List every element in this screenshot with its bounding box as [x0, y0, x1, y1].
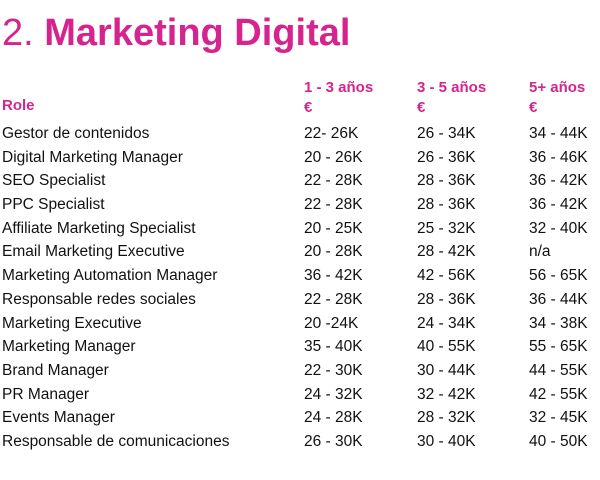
salary-3-5-cell: 30 - 44K: [417, 361, 476, 379]
table-row: PR Manager 24 - 32K 32 - 42K 42 - 55K: [0, 383, 600, 407]
salary-5-plus-cell: 44 - 55K: [529, 361, 588, 379]
salary-5-plus-cell: 55 - 65K: [529, 338, 588, 356]
salary-1-3-cell: 26 - 30K: [304, 432, 363, 450]
role-cell: PR Manager: [2, 385, 90, 403]
salary-3-5-cell: 26 - 34K: [417, 125, 476, 142]
salary-5-plus-cell: n/a: [529, 243, 551, 261]
table-row: Responsable redes sociales 22 - 28K 28 -…: [0, 288, 600, 312]
salary-1-3-cell: 20 - 26K: [304, 148, 363, 166]
page-title: 2. Marketing Digital: [2, 10, 350, 56]
role-cell: Affiliate Marketing Specialist: [2, 219, 196, 237]
salary-5-plus-cell: 36 - 42K: [529, 196, 588, 214]
header-1-3-years-label: 1 - 3 años: [304, 79, 374, 96]
salary-3-5-cell: 40 - 55K: [417, 338, 476, 356]
salary-5-plus-cell: 36 - 42K: [529, 172, 588, 190]
salary-1-3-cell: 24 - 28K: [304, 409, 363, 427]
table-row: Gestor de contenidos 22- 26K 26 - 34K 34…: [0, 122, 600, 146]
table-row: Brand Manager 22 - 30K 30 - 44K 44 - 55K: [0, 359, 600, 383]
table-row: Marketing Manager 35 - 40K 40 - 55K 55 -…: [0, 335, 600, 359]
table-row: Responsable de comunicaciones 26 - 30K 3…: [0, 430, 600, 454]
salary-table: Gestor de contenidos 22- 26K 26 - 34K 34…: [0, 122, 600, 454]
salary-1-3-cell: 20 -24K: [304, 314, 359, 332]
salary-1-3-cell: 22 - 28K: [304, 172, 363, 190]
header-1-3-years-currency: €: [304, 99, 313, 116]
salary-3-5-cell: 28 - 36K: [417, 172, 476, 190]
role-cell: Marketing Automation Manager: [2, 267, 218, 285]
salary-1-3-cell: 35 - 40K: [304, 338, 363, 356]
header-1-3-years: 1 - 3 años €: [304, 78, 373, 118]
role-cell: Gestor de contenidos: [2, 125, 150, 142]
table-row: PPC Specialist 22 - 28K 28 - 36K 36 - 42…: [0, 193, 600, 217]
salary-5-plus-cell: 32 - 45K: [529, 409, 588, 427]
header-3-5-years-label: 3 - 5 años: [417, 79, 487, 96]
salary-5-plus-cell: 32 - 40K: [529, 219, 588, 237]
table-row: Digital Marketing Manager 20 - 26K 26 - …: [0, 146, 600, 170]
role-cell: Digital Marketing Manager: [2, 148, 183, 166]
header-role: Role: [2, 97, 35, 114]
header-3-5-years-currency: €: [417, 99, 426, 116]
salary-3-5-cell: 30 - 40K: [417, 432, 476, 450]
role-cell: Email Marketing Executive: [2, 243, 185, 261]
salary-1-3-cell: 36 - 42K: [304, 267, 363, 285]
role-cell: Responsable de comunicaciones: [2, 432, 230, 450]
table-row: Marketing Executive 20 -24K 24 - 34K 34 …: [0, 312, 600, 336]
salary-3-5-cell: 28 - 36K: [417, 290, 476, 308]
salary-3-5-cell: 28 - 42K: [417, 243, 476, 261]
header-5-plus-years-currency: €: [529, 99, 538, 116]
table-row: SEO Specialist 22 - 28K 28 - 36K 36 - 42…: [0, 169, 600, 193]
salary-1-3-cell: 22 - 28K: [304, 290, 363, 308]
header-3-5-years: 3 - 5 años €: [417, 78, 486, 118]
salary-5-plus-cell: 42 - 55K: [529, 385, 588, 403]
section-title: Marketing Digital: [44, 12, 351, 54]
salary-3-5-cell: 26 - 36K: [417, 148, 476, 166]
header-5-plus-years-label: 5+ años: [529, 79, 586, 96]
salary-5-plus-cell: 34 - 44K: [529, 125, 588, 142]
salary-3-5-cell: 42 - 56K: [417, 267, 476, 285]
salary-1-3-cell: 22- 26K: [304, 125, 359, 142]
table-row: Email Marketing Executive 20 - 28K 28 - …: [0, 240, 600, 264]
salary-3-5-cell: 24 - 34K: [417, 314, 476, 332]
salary-5-plus-cell: 36 - 44K: [529, 290, 588, 308]
salary-1-3-cell: 22 - 28K: [304, 196, 363, 214]
role-cell: Events Manager: [2, 409, 115, 427]
salary-5-plus-cell: 36 - 46K: [529, 148, 588, 166]
table-row: Events Manager 24 - 28K 28 - 32K 32 - 45…: [0, 406, 600, 430]
role-cell: PPC Specialist: [2, 196, 105, 214]
salary-3-5-cell: 28 - 32K: [417, 409, 476, 427]
salary-3-5-cell: 25 - 32K: [417, 219, 476, 237]
section-number: 2.: [2, 12, 34, 54]
salary-1-3-cell: 22 - 30K: [304, 361, 363, 379]
table-row: Affiliate Marketing Specialist 20 - 25K …: [0, 217, 600, 241]
salary-5-plus-cell: 56 - 65K: [529, 267, 588, 285]
salary-1-3-cell: 20 - 25K: [304, 219, 363, 237]
salary-3-5-cell: 32 - 42K: [417, 385, 476, 403]
salary-1-3-cell: 24 - 32K: [304, 385, 363, 403]
role-cell: Responsable redes sociales: [2, 290, 196, 308]
role-cell: Marketing Executive: [2, 314, 142, 332]
role-cell: SEO Specialist: [2, 172, 106, 190]
header-5-plus-years: 5+ años €: [529, 78, 585, 118]
salary-5-plus-cell: 40 - 50K: [529, 432, 588, 450]
salary-3-5-cell: 28 - 36K: [417, 196, 476, 214]
salary-1-3-cell: 20 - 28K: [304, 243, 363, 261]
salary-5-plus-cell: 34 - 38K: [529, 314, 588, 332]
role-cell: Marketing Manager: [2, 338, 136, 356]
role-cell: Brand Manager: [2, 361, 109, 379]
table-row: Marketing Automation Manager 36 - 42K 42…: [0, 264, 600, 288]
